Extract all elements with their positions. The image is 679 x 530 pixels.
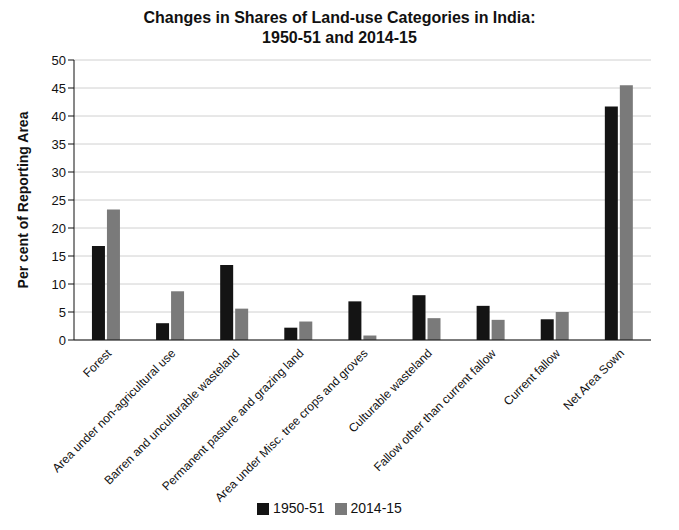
svg-text:50: 50 (52, 53, 66, 68)
svg-text:5: 5 (59, 305, 66, 320)
svg-text:Permanent pasture and grazing: Permanent pasture and grazing land (159, 346, 306, 493)
svg-text:10: 10 (52, 277, 66, 292)
svg-text:Per cent of Reporting Area: Per cent of Reporting Area (15, 111, 31, 288)
svg-text:0: 0 (59, 333, 66, 348)
svg-text:Fallow other than current fall: Fallow other than current fallow (371, 346, 499, 474)
svg-text:40: 40 (52, 109, 66, 124)
svg-text:45: 45 (52, 81, 66, 96)
svg-text:35: 35 (52, 137, 66, 152)
svg-text:20: 20 (52, 221, 66, 236)
svg-text:Barren and unculturable wastel: Barren and unculturable wasteland (101, 346, 242, 487)
svg-text:25: 25 (52, 193, 66, 208)
svg-text:Current fallow: Current fallow (501, 346, 563, 408)
svg-text:30: 30 (52, 165, 66, 180)
svg-text:Forest: Forest (80, 346, 114, 380)
svg-text:15: 15 (52, 249, 66, 264)
svg-text:Area under non-agricultural us: Area under non-agricultural use (50, 346, 179, 475)
svg-text:Net Area Sown: Net Area Sown (561, 346, 628, 413)
